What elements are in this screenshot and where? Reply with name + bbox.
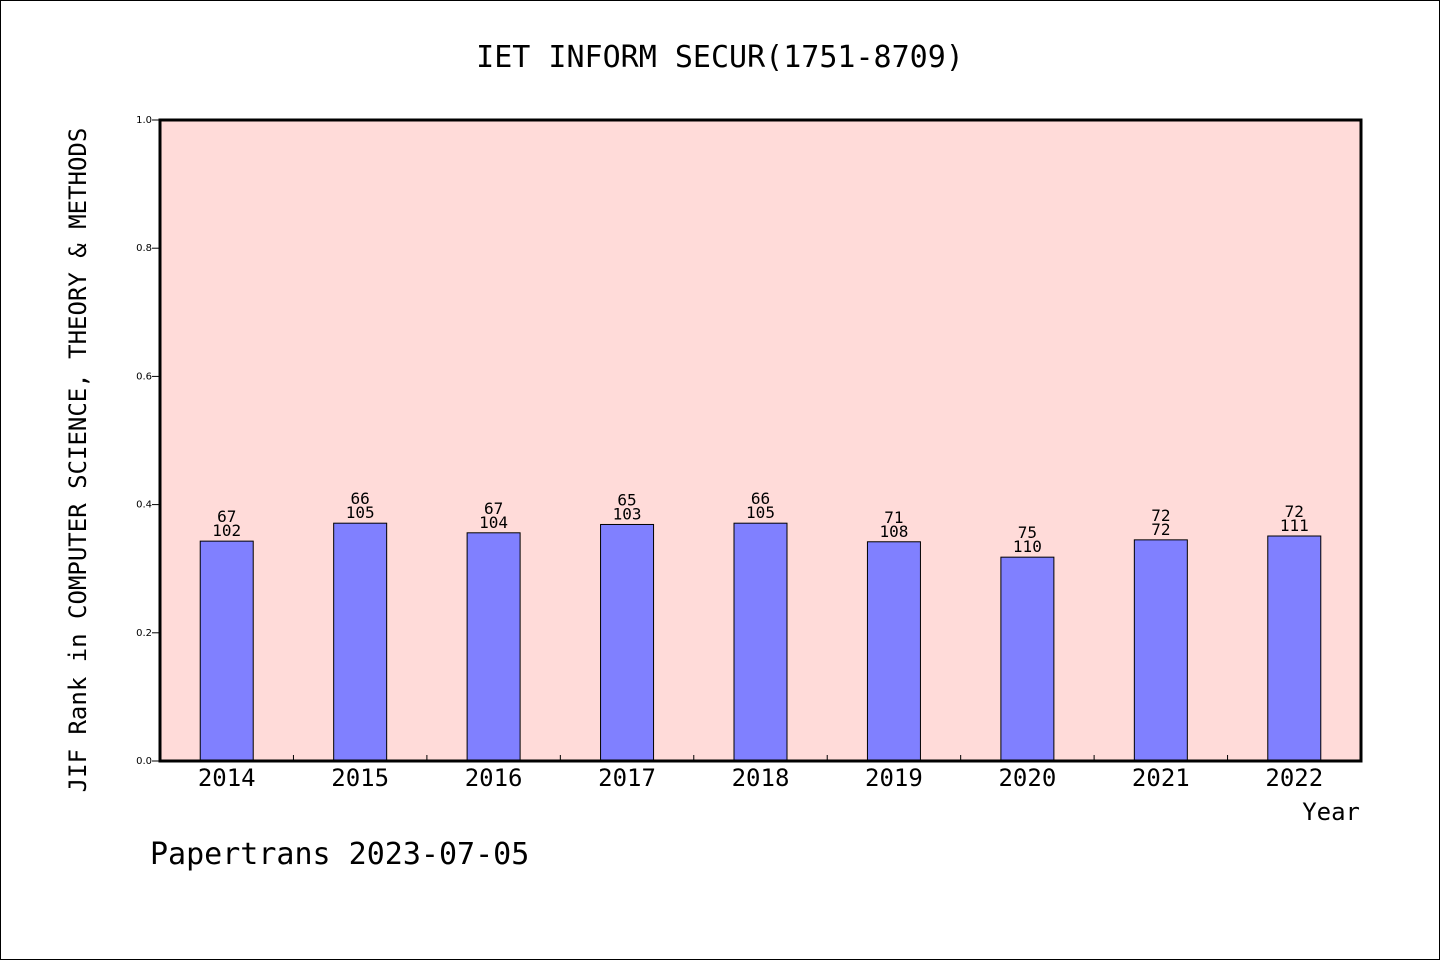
y-tick-label: 0.2 bbox=[136, 628, 152, 639]
rank-label-2017: 65 bbox=[617, 490, 636, 509]
y-tick-label: 0.6 bbox=[136, 371, 152, 382]
x-axis-label: Year bbox=[1302, 798, 1360, 826]
footer-text: Papertrans 2023-07-05 bbox=[150, 837, 529, 872]
y-axis: 0.0 0.2 0.4 0.6 0.8 1.0 bbox=[136, 115, 160, 767]
bar-2022 bbox=[1267, 535, 1322, 762]
bar-2017 bbox=[600, 523, 655, 762]
bars-group bbox=[199, 522, 1322, 762]
rank-label-2014: 67 bbox=[217, 507, 236, 526]
rank-label-2016: 67 bbox=[484, 499, 503, 518]
x-tick-label-2015: 2015 bbox=[331, 764, 389, 792]
rank-label-2015: 66 bbox=[351, 489, 370, 508]
x-tick-label-2021: 2021 bbox=[1132, 764, 1190, 792]
bar-2014 bbox=[199, 540, 254, 762]
x-tick-label-2014: 2014 bbox=[198, 764, 256, 792]
bar-2019 bbox=[866, 541, 921, 762]
y-tick-label: 1.0 bbox=[136, 115, 152, 126]
total-label-2019: 108 bbox=[879, 522, 908, 541]
chart-title: IET INFORM SECUR(1751-8709) bbox=[476, 40, 964, 75]
bar-2016 bbox=[466, 532, 521, 762]
total-label-2020: 110 bbox=[1013, 537, 1042, 556]
rank-label-2018: 66 bbox=[751, 489, 770, 508]
total-label-2015: 105 bbox=[346, 503, 375, 522]
bar-2018 bbox=[733, 522, 788, 762]
bar-2015 bbox=[333, 522, 388, 762]
rank-label-2021: 72 bbox=[1151, 506, 1170, 525]
total-label-2017: 103 bbox=[613, 504, 642, 523]
bar-2021 bbox=[1133, 539, 1188, 762]
total-label-2016: 104 bbox=[479, 513, 508, 532]
rank-label-2019: 71 bbox=[884, 508, 903, 527]
plot-border bbox=[158, 118, 1363, 763]
x-tick-label-2016: 2016 bbox=[465, 764, 523, 792]
x-tick-label-2017: 2017 bbox=[598, 764, 656, 792]
total-label-2021: 72 bbox=[1151, 520, 1170, 539]
x-tick-label-2022: 2022 bbox=[1265, 764, 1323, 792]
x-tick-label-2018: 2018 bbox=[732, 764, 790, 792]
y-tick-label: 0.0 bbox=[136, 756, 152, 767]
total-label-2014: 102 bbox=[212, 521, 241, 540]
rank-label-2020: 75 bbox=[1018, 523, 1037, 542]
total-label-2022: 111 bbox=[1280, 516, 1309, 535]
y-tick-label: 0.8 bbox=[136, 243, 152, 254]
bar-2020 bbox=[1000, 556, 1055, 762]
x-tick-label-2020: 2020 bbox=[998, 764, 1056, 792]
total-label-2018: 105 bbox=[746, 503, 775, 522]
y-tick-label: 0.4 bbox=[136, 500, 152, 511]
x-tick-label-2019: 2019 bbox=[865, 764, 923, 792]
x-axis: 2014 2015 2016 2017 2018 2019 2020 2021 2022 bbox=[198, 755, 1323, 792]
rank-label-2022: 72 bbox=[1285, 502, 1304, 521]
y-axis-label: JIF Rank in COMPUTER SCIENCE, THEORY & M… bbox=[64, 128, 92, 793]
